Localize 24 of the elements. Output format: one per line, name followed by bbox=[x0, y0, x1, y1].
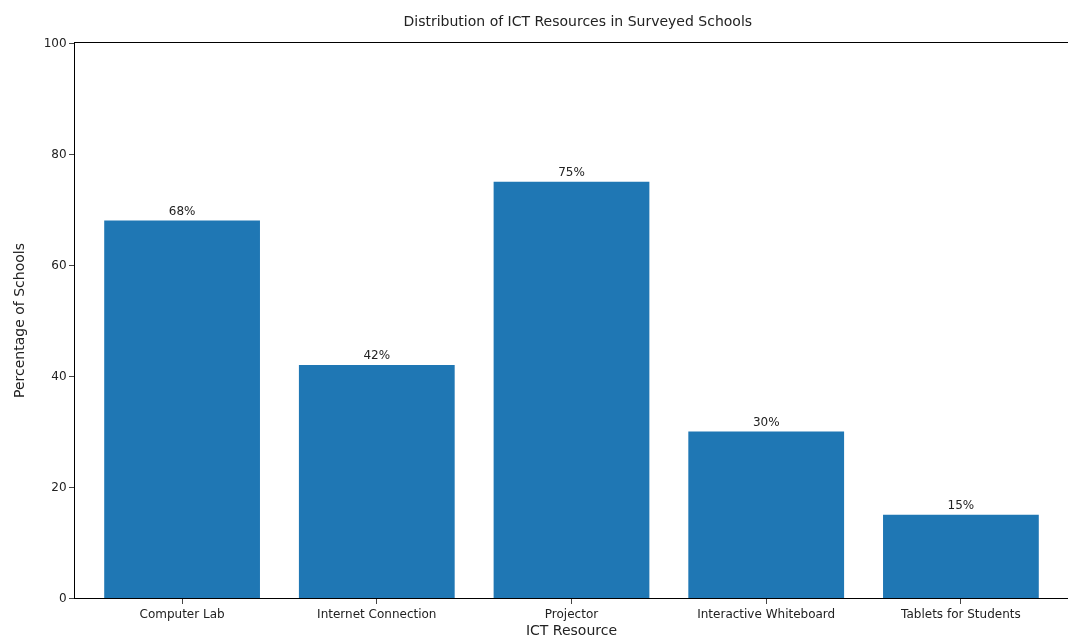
y-tick-label: 80 bbox=[51, 147, 67, 162]
x-tick-label: Projector bbox=[544, 607, 599, 622]
bar bbox=[104, 220, 260, 598]
y-tick-label: 100 bbox=[43, 36, 67, 51]
bar bbox=[298, 364, 455, 598]
y-tick-label: 40 bbox=[51, 369, 67, 384]
bar bbox=[493, 181, 650, 598]
x-tick-label: Tablets for Students bbox=[900, 607, 1021, 622]
x-tick-label: Computer Lab bbox=[139, 607, 225, 622]
y-tick-label: 60 bbox=[51, 258, 67, 273]
data-label: 68% bbox=[168, 203, 196, 218]
y-tick-label: 20 bbox=[51, 480, 67, 495]
x-axis-title: ICT Resource bbox=[525, 621, 618, 638]
y-tick-label: 0 bbox=[58, 591, 67, 606]
data-label: 75% bbox=[558, 164, 585, 179]
data-label: 30% bbox=[752, 414, 780, 429]
x-tick-label: Internet Connection bbox=[317, 607, 437, 622]
chart-title: Distribution of ICT Resources in Surveyed Schools bbox=[403, 12, 753, 29]
bar bbox=[883, 514, 1039, 598]
y-axis-title: Percentage of Schools bbox=[11, 243, 28, 398]
bar bbox=[688, 431, 845, 598]
data-label: 42% bbox=[363, 347, 391, 362]
data-label: 15% bbox=[947, 497, 975, 512]
x-tick-label: Interactive Whiteboard bbox=[697, 607, 836, 622]
